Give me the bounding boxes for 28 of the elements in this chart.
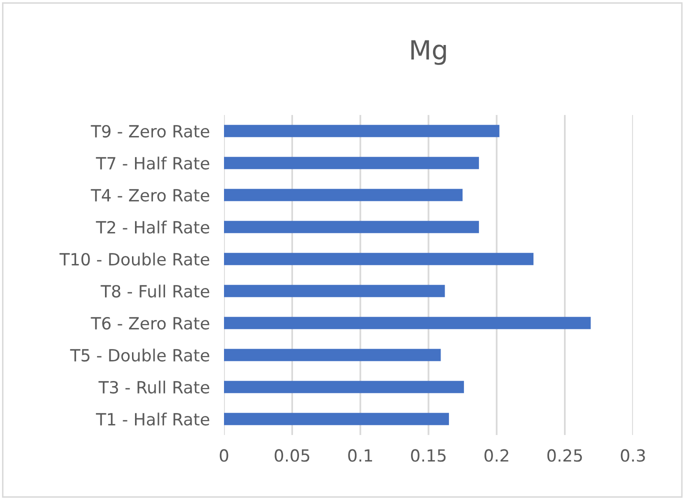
y-tick-label: T10 - Double Rate <box>60 252 210 266</box>
chart-title: Mg <box>411 40 446 65</box>
bar <box>224 252 534 266</box>
bar <box>224 284 445 298</box>
bar <box>224 380 464 394</box>
x-tick-label: 0.15 <box>411 449 446 462</box>
y-tick-label: T1 - Half Rate <box>96 412 210 426</box>
bar <box>224 412 449 426</box>
bar <box>224 348 441 362</box>
x-tick-label: 0.25 <box>547 449 582 462</box>
bar <box>224 316 591 330</box>
y-tick-label: T4 - Zero Rate <box>90 189 210 202</box>
y-tick-label: T2 - Half Rate <box>96 220 210 234</box>
y-tick-label: T3 - Rull Rate <box>98 380 210 394</box>
y-tick-label: T6 - Zero Rate <box>90 316 210 330</box>
bar <box>224 124 500 138</box>
bar <box>224 188 463 202</box>
x-tick-label: 0.3 <box>620 449 645 462</box>
x-tick-label: 0.2 <box>484 449 508 462</box>
x-tick-label: 0 <box>220 449 228 462</box>
y-tick-label: T5 - Double Rate <box>70 348 210 362</box>
y-tick-label: T8 - Full Rate <box>100 284 210 298</box>
y-tick-label: T9 - Zero Rate <box>90 124 210 138</box>
y-tick-label: T7 - Half Rate <box>96 156 210 170</box>
x-tick-label: 0.1 <box>348 449 372 462</box>
bar <box>224 156 479 170</box>
x-tick-label: 0.05 <box>274 449 310 462</box>
bar <box>224 220 479 234</box>
